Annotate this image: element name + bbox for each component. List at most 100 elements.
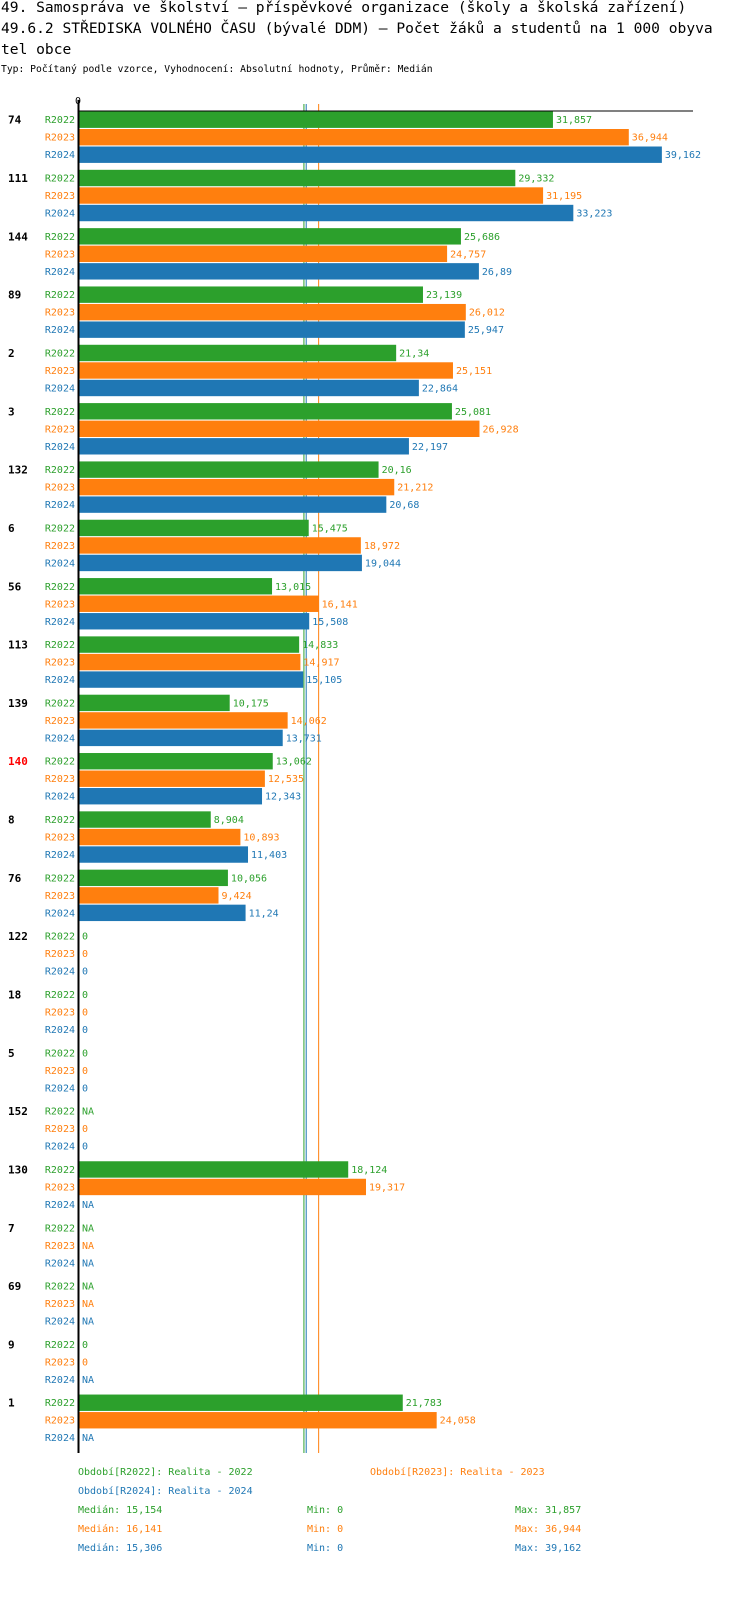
series-label: R2022 [45, 523, 75, 534]
bar-r2024 [79, 438, 409, 455]
value-label: 14,062 [291, 716, 327, 727]
bar-r2022 [79, 1161, 349, 1178]
value-label: 12,343 [265, 792, 301, 803]
value-label: 11,403 [251, 850, 287, 861]
bar-r2023 [79, 653, 301, 671]
value-label: NA [82, 1223, 94, 1234]
series-label: R2023 [45, 133, 75, 144]
bar-r2023 [79, 887, 219, 904]
series-label: R2024 [45, 1200, 75, 1211]
series-label: R2022 [45, 1223, 75, 1234]
bar-r2023 [79, 187, 544, 204]
bar-r2022 [79, 811, 211, 828]
series-label: R2022 [45, 1048, 75, 1059]
series-label: R2024 [45, 967, 75, 978]
value-label: 31,195 [546, 191, 582, 202]
bar-r2024 [79, 554, 362, 572]
value-label: 0 [82, 1124, 88, 1135]
value-label: 18,972 [364, 541, 400, 552]
bar-r2022 [79, 461, 379, 478]
value-label: 31,857 [556, 115, 592, 126]
series-label: R2024 [45, 383, 75, 394]
category-label: 5 [8, 1047, 15, 1060]
category-label: 130 [8, 1163, 28, 1176]
series-label: R2022 [45, 815, 75, 826]
bar-r2022 [79, 169, 516, 187]
bar-r2024 [79, 788, 263, 805]
series-label: R2024 [45, 1433, 75, 1444]
bar-r2023 [79, 362, 453, 379]
series-label: R2022 [45, 1398, 75, 1409]
bar-r2023 [79, 1412, 437, 1429]
category-label: 152 [8, 1105, 28, 1118]
value-label: 0 [82, 1066, 88, 1077]
series-label: R2024 [45, 908, 75, 919]
bar-r2024 [79, 613, 310, 630]
bar-r2024 [79, 379, 419, 397]
bar-r2022 [79, 578, 273, 595]
series-label: R2023 [45, 249, 75, 260]
value-label: 22,864 [422, 383, 458, 394]
chart-subtitle: Typ: Počítaný podle vzorce, Vyhodnocení:… [1, 64, 433, 75]
value-label: 36,944 [632, 133, 668, 144]
bar-r2023 [79, 595, 319, 612]
value-label: 26,928 [482, 424, 518, 435]
category-label: 122 [8, 930, 28, 943]
bar-r2023 [79, 712, 288, 729]
value-label: 25,151 [456, 366, 492, 377]
bar-r2023 [79, 770, 265, 787]
bar-r2023 [79, 420, 480, 437]
value-label: 13,015 [275, 582, 311, 593]
bar-r2023 [79, 1178, 366, 1196]
value-label: NA [82, 1107, 94, 1118]
series-label: R2022 [45, 465, 75, 476]
bar-r2023 [79, 245, 448, 263]
value-label: 15,475 [312, 523, 348, 534]
value-label: 0 [82, 949, 88, 960]
category-label: 144 [8, 230, 28, 243]
series-label: R2022 [45, 640, 75, 651]
series-label: R2023 [45, 833, 75, 844]
legend-r2024: Období[R2024]: Realita - 2024 [78, 1486, 253, 1497]
category-label: 139 [8, 697, 28, 710]
bar-chart: 74 R2022 31,857 R2023 36,944 R2024 39,162 111 R2… [8, 96, 701, 1453]
bar-r2024 [79, 204, 574, 222]
series-label: R2024 [45, 442, 75, 453]
value-label: 25,081 [455, 407, 491, 418]
series-label: R2024 [45, 500, 75, 511]
bar-r2022 [79, 519, 309, 537]
stat-max-r2024: Max: 39,162 [515, 1543, 582, 1554]
bar-r2024 [79, 671, 304, 688]
bar-r2024 [79, 146, 662, 163]
value-label: 0 [82, 1048, 88, 1059]
category-label: 56 [8, 580, 22, 593]
category-label: 76 [8, 872, 22, 885]
value-label: 24,757 [450, 249, 486, 260]
series-label: R2024 [45, 1258, 75, 1269]
bar-r2024 [79, 846, 249, 863]
value-label: 15,508 [312, 617, 348, 628]
bar-r2023 [79, 303, 466, 321]
series-label: R2023 [45, 191, 75, 202]
value-label: 0 [82, 967, 88, 978]
value-label: 9,424 [222, 891, 252, 902]
stat-max-r2023: Max: 36,944 [515, 1524, 582, 1535]
value-label: 26,012 [469, 308, 505, 319]
series-label: R2023 [45, 424, 75, 435]
title-line-indicator: 49.6.2 STŘEDISKA VOLNÉHO ČASU (bývalé DD… [1, 20, 713, 58]
series-label: R2022 [45, 990, 75, 1001]
bar-r2024 [79, 263, 479, 280]
value-label: 26,89 [482, 267, 512, 278]
series-label: R2024 [45, 850, 75, 861]
category-label: 132 [8, 464, 28, 477]
series-label: R2023 [45, 949, 75, 960]
series-label: R2022 [45, 232, 75, 243]
series-label: R2022 [45, 115, 75, 126]
bar-r2024 [79, 496, 387, 513]
value-label: 18,124 [351, 1165, 387, 1176]
stat-min-r2024: Min: 0 [307, 1543, 344, 1554]
bar-r2023 [79, 537, 361, 554]
legend-r2022: Období[R2022]: Realita - 2022 [78, 1467, 253, 1478]
series-label: R2023 [45, 483, 75, 494]
series-label: R2023 [45, 716, 75, 727]
